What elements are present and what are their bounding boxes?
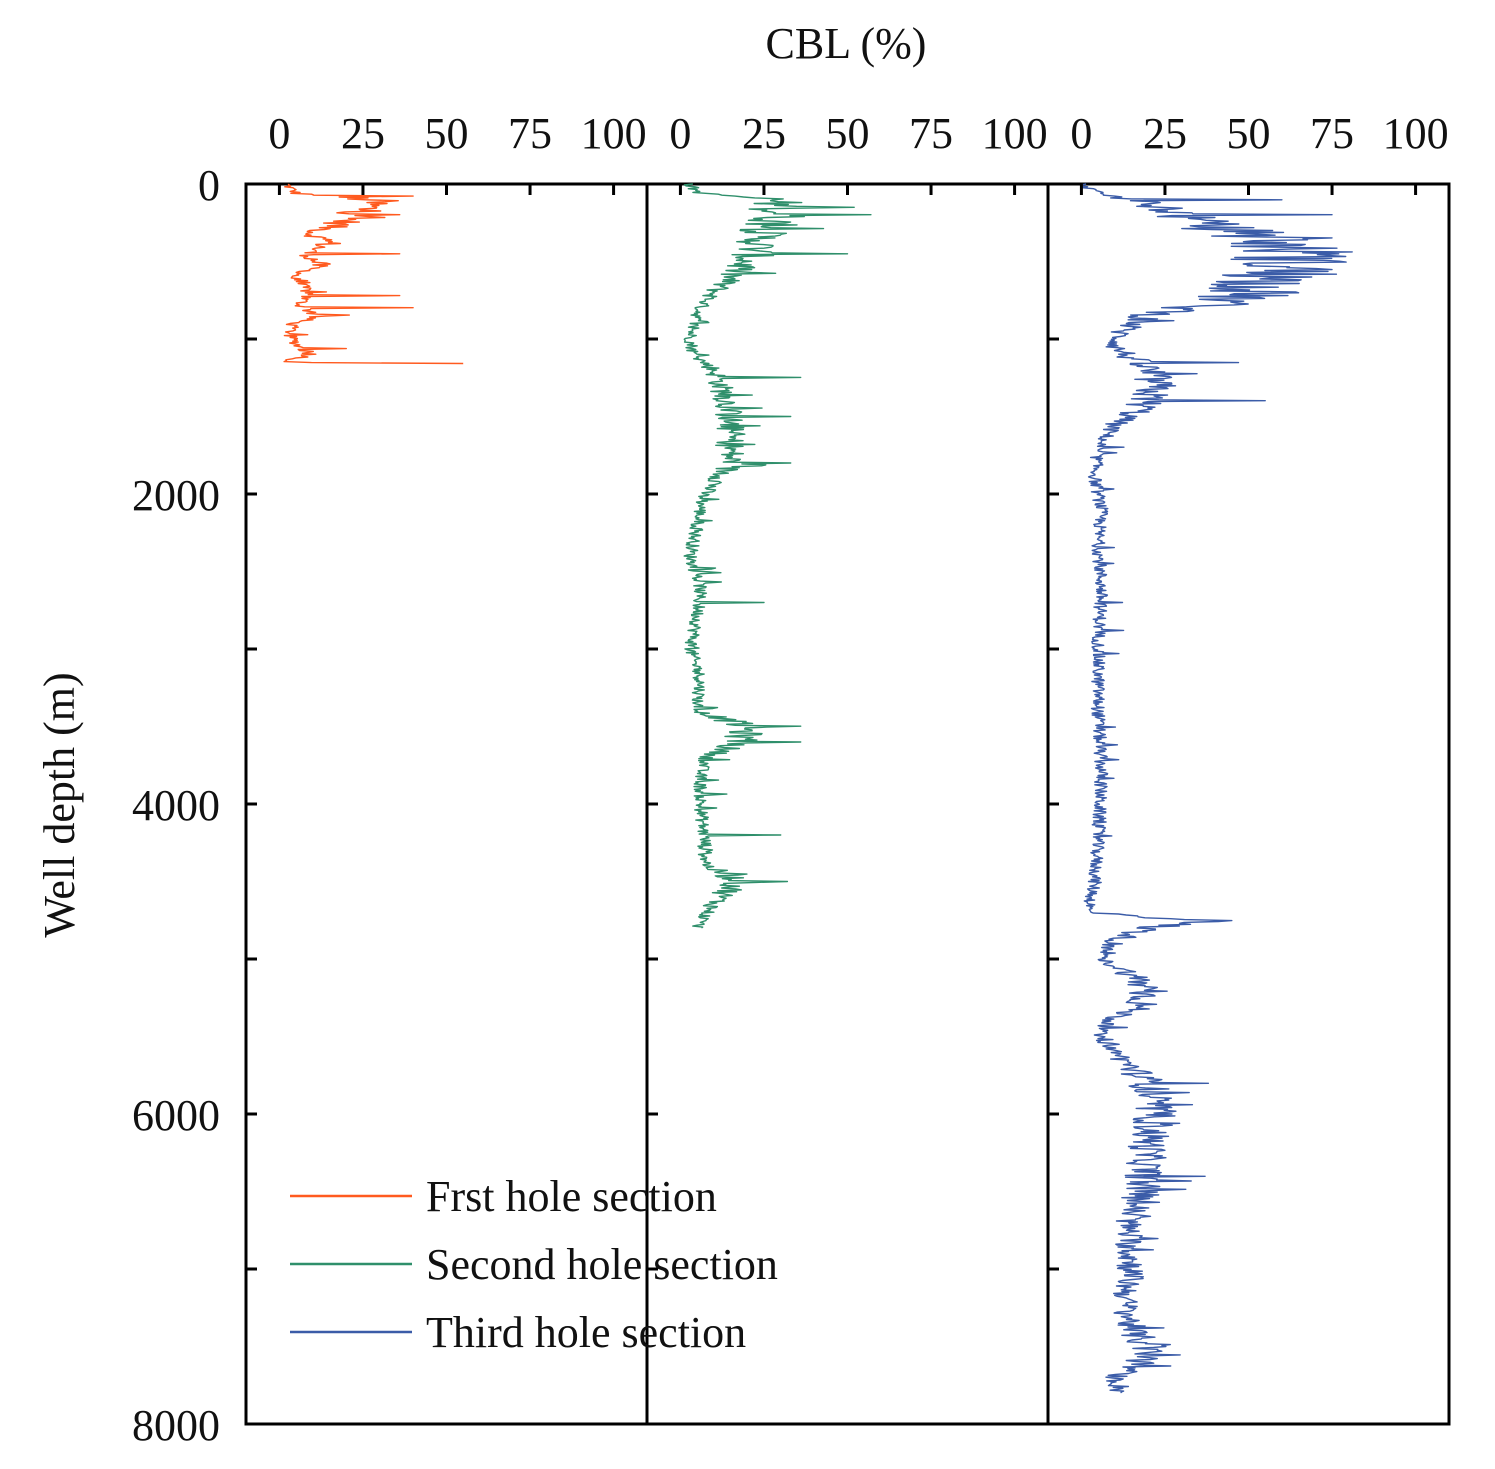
x-tick-label: 100 <box>1383 109 1449 158</box>
x-tick-label: 0 <box>669 109 691 158</box>
x-tick-label: 25 <box>1143 109 1187 158</box>
y-tick-label: 2000 <box>132 471 220 520</box>
x-tick-label: 0 <box>1070 109 1092 158</box>
x-tick-label: 100 <box>581 109 647 158</box>
legend-item: Second hole section <box>290 1240 778 1289</box>
x-tick-label: 50 <box>425 109 469 158</box>
legend: Frst hole section Second hole section Thir… <box>290 1172 778 1357</box>
series-3 <box>1080 183 1353 1394</box>
panel-frames <box>244 182 1451 1426</box>
plot-frame <box>244 182 1451 1426</box>
y-axis-title: Well depth (m) <box>35 672 84 937</box>
series-layer <box>283 183 1353 1394</box>
legend-label: Frst hole section <box>426 1172 717 1221</box>
x-axis-title: CBL (%) <box>766 19 927 68</box>
series-1 <box>283 183 464 365</box>
x-tick-label: 100 <box>982 109 1048 158</box>
y-tick-label: 8000 <box>132 1401 220 1450</box>
legend-item: Frst hole section <box>290 1172 717 1221</box>
y-tick-label: 6000 <box>132 1091 220 1140</box>
legend-item: Third hole section <box>290 1308 746 1357</box>
x-tick-label: 0 <box>268 109 290 158</box>
x-tick-label: 75 <box>909 109 953 158</box>
y-tick-label: 0 <box>198 161 220 210</box>
x-tick-label: 25 <box>341 109 385 158</box>
y-tick-label: 4000 <box>132 781 220 830</box>
tick-labels-layer: 0 25 50 75 100 0 25 50 75 100 0 25 50 75 100 0 2000 4000 6… <box>132 109 1449 1450</box>
x-tick-label: 75 <box>508 109 552 158</box>
legend-label: Second hole section <box>426 1240 778 1289</box>
x-tick-label: 50 <box>826 109 870 158</box>
series-line <box>683 183 872 929</box>
ticks-layer <box>246 184 1418 1271</box>
x-tick-label: 75 <box>1310 109 1354 158</box>
legend-label: Third hole section <box>426 1308 746 1357</box>
x-tick-label: 25 <box>742 109 786 158</box>
series-2 <box>683 183 872 929</box>
series-line <box>283 183 464 365</box>
series-line <box>1080 183 1353 1394</box>
x-tick-label: 50 <box>1227 109 1271 158</box>
